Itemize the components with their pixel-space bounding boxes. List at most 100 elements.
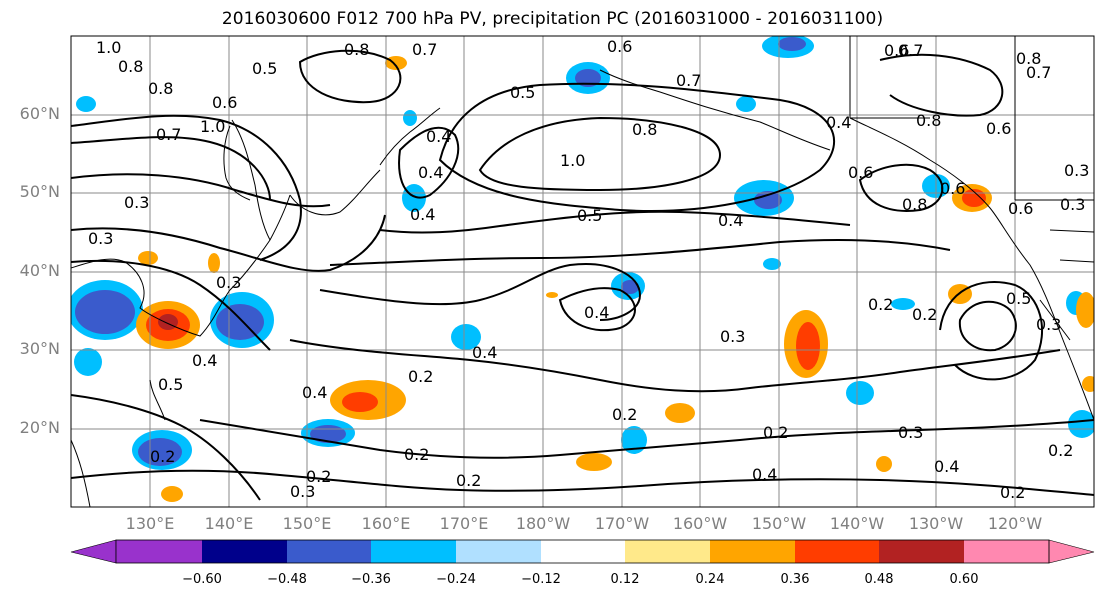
contour-label: 0.6 <box>848 163 873 182</box>
colorbar-segment <box>964 540 1049 563</box>
colorbar-segment <box>371 540 456 563</box>
neg-patch <box>75 290 135 334</box>
neg-patch <box>754 191 782 209</box>
contour-label: 0.2 <box>404 445 429 464</box>
contour-label: 0.5 <box>1006 289 1031 308</box>
contour-label: 0.7 <box>1026 63 1051 82</box>
contour-label: 0.6 <box>212 93 237 112</box>
contour-label: 0.4 <box>410 205 435 224</box>
neg-patch <box>891 298 915 310</box>
contour-label-layer: 1.0 0.8 0.5 0.8 0.7 0.8 0.6 0.7 0.5 1.0 … <box>88 37 1089 502</box>
colorbar-segment <box>795 540 879 563</box>
colorbar-segment <box>202 540 287 563</box>
lat-label: 50°N <box>19 182 60 201</box>
lon-label: 140°E <box>204 514 254 533</box>
contour-label: 0.3 <box>124 193 149 212</box>
contour-label: 0.4 <box>192 351 217 370</box>
contour-label: 1.0 <box>96 38 121 57</box>
colorbar-tick-label: 0.60 <box>949 572 979 587</box>
neg-patch <box>621 280 639 294</box>
contour-label: 1.0 <box>560 151 585 170</box>
neg-patch <box>76 96 96 112</box>
contour-label: 0.4 <box>418 163 443 182</box>
contour-label: 0.3 <box>720 327 745 346</box>
contour-label: 0.3 <box>216 273 241 292</box>
colorbar-tick-label: 0.12 <box>610 572 640 587</box>
neg-patch <box>403 110 417 126</box>
contour-label: 0.2 <box>456 471 481 490</box>
pv-contours <box>71 49 1094 501</box>
contour-label: 0.2 <box>912 305 937 324</box>
pos-patch <box>1082 376 1094 392</box>
contour-label: 0.4 <box>472 343 497 362</box>
contour-label: 0.4 <box>584 303 609 322</box>
neg-patch <box>778 37 806 51</box>
pos-patch <box>876 456 892 472</box>
colorbar-tick-label: −0.48 <box>267 572 307 587</box>
contour-label: 0.7 <box>412 40 437 59</box>
colorbar-extend-high <box>1048 539 1095 564</box>
contour-label: 0.8 <box>916 111 941 130</box>
map-title: 2016030600 F012 700 hPa PV, precipitatio… <box>221 9 884 29</box>
contour-label: 0.7 <box>676 71 701 90</box>
contour-label: 0.2 <box>612 405 637 424</box>
colorbar <box>70 539 1095 564</box>
lat-label: 60°N <box>19 104 60 123</box>
colorbar-segment <box>541 540 625 563</box>
neg-patch <box>74 348 102 376</box>
lon-label: 180°W <box>515 514 571 533</box>
contour-label: 0.4 <box>752 465 777 484</box>
lon-label: 130°W <box>908 514 964 533</box>
lon-label: 120°W <box>987 514 1043 533</box>
lat-label: 40°N <box>19 261 60 280</box>
pos-patch <box>796 322 820 370</box>
colorbar-segment <box>879 540 964 563</box>
contour-label: 0.4 <box>426 127 451 146</box>
contour-label: 1.0 <box>200 117 225 136</box>
contour-label: 0.8 <box>344 40 369 59</box>
colorbar-tick-label: −0.60 <box>182 572 222 587</box>
colorbar-segment <box>625 540 710 563</box>
contour-label: 0.2 <box>150 447 175 466</box>
pos-patch <box>158 314 178 330</box>
colorbar-tick-label: −0.24 <box>436 572 476 587</box>
neg-patch <box>1068 410 1094 438</box>
lon-label: 170°E <box>439 514 489 533</box>
contour-label: 0.4 <box>934 457 959 476</box>
contour-label: 0.2 <box>763 423 788 442</box>
contour-label: 0.2 <box>408 367 433 386</box>
contour-label: 0.3 <box>1036 315 1061 334</box>
lon-label: 160°W <box>672 514 728 533</box>
pos-patch <box>576 453 612 471</box>
contour-label: 0.3 <box>1060 195 1085 214</box>
colorbar-tick-label: −0.12 <box>521 572 561 587</box>
neg-patch <box>310 425 346 443</box>
contour-label: 0.5 <box>158 375 183 394</box>
contour-label: 0.5 <box>510 83 535 102</box>
lon-label: 130°E <box>125 514 175 533</box>
contour-label: 0.2 <box>306 467 331 486</box>
colorbar-tick-label: 0.48 <box>864 572 894 587</box>
contour-label: 0.6 <box>986 119 1011 138</box>
pos-patch <box>208 253 220 273</box>
colorbar-tick-label: 0.36 <box>780 572 810 587</box>
colorbar-segment <box>287 540 371 563</box>
contour-label: 0.2 <box>868 295 893 314</box>
contour-label: 0.8 <box>632 120 657 139</box>
contour-label: 0.6 <box>940 179 965 198</box>
colorbar-segment <box>116 540 202 563</box>
pos-patch <box>1076 292 1094 328</box>
contour-label: 0.5 <box>252 59 277 78</box>
pos-patch <box>138 251 158 265</box>
neg-patch <box>216 304 264 340</box>
contour-label: 0.6 <box>884 41 909 60</box>
neg-patch <box>451 324 481 350</box>
lon-label: 150°W <box>751 514 807 533</box>
neg-patch <box>138 438 182 466</box>
contour-label: 0.4 <box>718 211 743 230</box>
contour-label: 0.2 <box>1048 441 1073 460</box>
contour-label: 0.4 <box>826 113 851 132</box>
colorbar-tick-label: 0.24 <box>695 572 725 587</box>
contour-label: 0.8 <box>118 57 143 76</box>
